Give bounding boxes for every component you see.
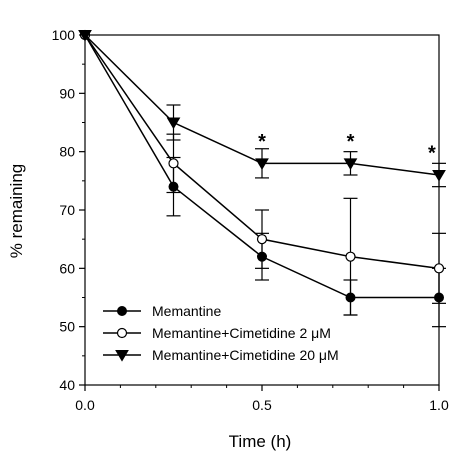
data-point (345, 251, 356, 262)
x-tick-label: 0.0 (75, 397, 95, 413)
y-axis-label: % remaining (7, 164, 26, 259)
x-tick-label: 1.0 (429, 397, 449, 413)
x-tick-label: 0.5 (252, 397, 272, 413)
y-tick-label: 90 (59, 85, 75, 101)
data-point (166, 117, 181, 130)
data-point (168, 158, 179, 169)
series-1 (80, 30, 446, 328)
data-point (78, 30, 92, 42)
legend: Memantine Memantine+Cimetidine 2 μM Memant… (103, 303, 339, 363)
legend-label: Memantine+Cimetidine 20 μM (152, 347, 339, 363)
y-tick-label: 70 (59, 202, 75, 218)
series-2 (79, 29, 446, 316)
y-tick-label: 50 (59, 319, 75, 335)
y-tick-label: 60 (59, 260, 75, 276)
data-point (256, 234, 268, 245)
y-tick-label: 80 (59, 144, 75, 160)
legend-label: Memantine (152, 303, 221, 319)
data-point (255, 158, 269, 171)
data-point (432, 170, 446, 182)
x-axis-label: Time (h) (229, 432, 292, 451)
annotations: * * * (258, 131, 436, 165)
data-point (343, 158, 358, 171)
legend-marker (116, 327, 128, 339)
significance-marker: * (347, 131, 355, 153)
y-tick-label: 100 (52, 27, 76, 43)
legend-marker (115, 350, 129, 362)
data-point (433, 263, 445, 274)
significance-marker: * (428, 143, 436, 165)
y-tick-label: 40 (59, 377, 75, 393)
legend-marker (117, 306, 127, 316)
legend-label: Memantine+Cimetidine 2 μM (152, 325, 331, 341)
significance-marker: * (258, 131, 266, 153)
plot-axes: 40 50 60 70 80 90 100 0.0 0.5 1.0 (52, 27, 449, 413)
series-layer (78, 29, 446, 328)
series-3 (78, 30, 446, 188)
